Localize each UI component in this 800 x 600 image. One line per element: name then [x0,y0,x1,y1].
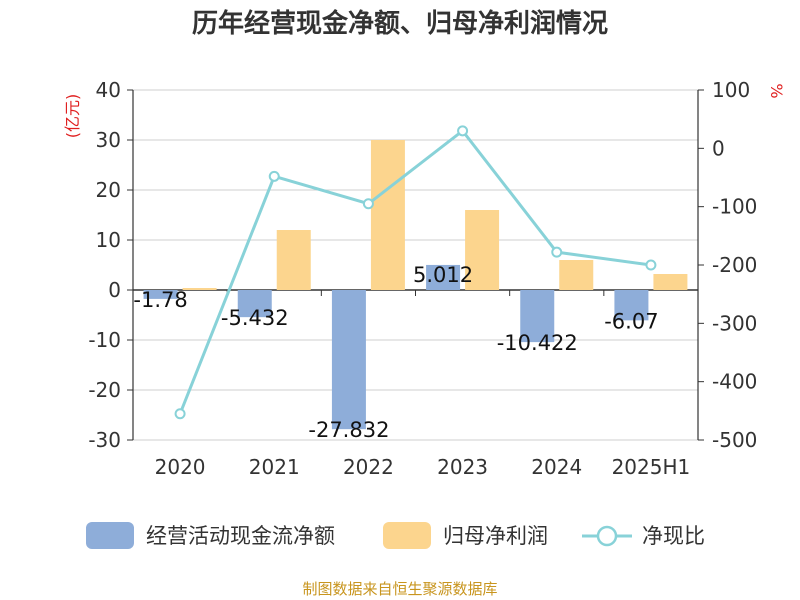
left-tick-label: 20 [96,178,121,202]
left-tick-label: 40 [96,78,121,102]
bar-cashflow [426,264,461,290]
bar-cashflow [237,290,272,318]
right-tick-label: -100 [712,195,757,219]
tick-labels: 403020100-10-20-301000-100-200-300-400-5… [88,78,757,479]
legend-label-ratio: 净现比 [642,524,705,548]
left-tick-label: 30 [96,128,121,152]
bar-netprofit [465,210,500,290]
legend-swatch-ratio-marker [596,525,618,547]
ratio-point [457,125,469,137]
right-axis-unit: % [767,83,786,98]
data-label-cashflow: -6.07 [604,309,658,333]
chart-title: 历年经营现金净额、归母净利润情况 [192,8,608,39]
right-tick-label: 100 [712,78,750,102]
data-label-cashflow: -27.832 [308,418,389,442]
right-tick-label: -300 [712,311,757,335]
legend-swatch-netprofit [383,522,431,549]
right-tick-label: -500 [712,428,757,452]
left-tick-label: -30 [88,428,121,452]
bar-netprofit [182,288,217,290]
x-tick-label: 2021 [249,455,300,479]
ratio-point [362,198,374,210]
ratio-point [645,259,657,271]
data-labels: -1.78 -5.432 -27.832 5.012 -10.422 -6.07 [133,263,658,442]
left-tick-label: -10 [88,328,121,352]
legend-label-cashflow: 经营活动现金流净额 [146,524,335,548]
bar-netprofit [653,274,688,290]
left-tick-label: 10 [96,228,121,252]
bar-netprofit [276,230,311,290]
source-note: 制图数据来自恒生聚源数据库 [302,580,497,598]
legend-label-netprofit: 归母净利润 [443,524,548,548]
data-label-cashflow: -1.78 [133,288,187,312]
right-tick-label: -200 [712,253,757,277]
right-tick-label: 0 [712,136,725,160]
x-tick-label: 2023 [437,455,488,479]
x-tick-label: 2024 [531,455,582,479]
ratio-point [268,170,280,182]
x-tick-label: 2022 [343,455,394,479]
bar-netprofit [559,260,594,290]
bar-cashflow [614,290,649,321]
ratio-polyline [178,128,652,415]
bar-cashflow [520,290,555,343]
right-tick-label: -400 [712,370,757,394]
data-label-cashflow: 5.012 [413,263,473,287]
bars [143,140,688,430]
ratio-line [174,125,657,420]
legend-swatch-cashflow [86,522,134,549]
bar-cashflow [143,290,178,299]
x-tick-label: 2025H1 [612,455,691,479]
x-tick-label: 2020 [155,455,206,479]
left-tick-label: -20 [88,378,121,402]
bar-netprofit [370,140,405,290]
data-label-cashflow: -10.422 [497,331,578,355]
left-tick-label: 0 [108,278,121,302]
legend: 经营活动现金流净额 归母净利润 净现比 [86,522,705,549]
ratio-point [174,408,186,420]
ratio-point [551,246,563,258]
left-axis-unit: (亿元) [63,94,82,139]
bar-cashflow [331,290,366,430]
axes [127,89,704,441]
data-label-cashflow: -5.432 [221,306,289,330]
